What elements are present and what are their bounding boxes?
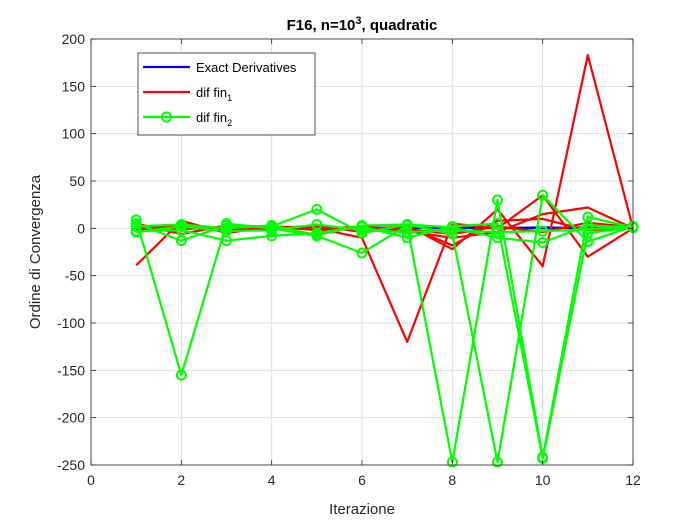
y-tick-label: 0	[77, 220, 85, 236]
x-tick-label: 8	[448, 472, 456, 488]
legend-label: Exact Derivatives	[196, 60, 297, 75]
data-point	[266, 230, 278, 242]
y-tick-label: 100	[62, 126, 86, 142]
title-superscript: 3	[355, 15, 361, 27]
legend-marker	[161, 111, 172, 123]
x-tick-label: 10	[535, 472, 551, 488]
data-point	[356, 224, 368, 236]
y-tick-label: 200	[62, 31, 86, 47]
title-main: F16, n=10	[287, 17, 356, 34]
data-point	[446, 224, 458, 236]
x-tick-label: 6	[358, 472, 366, 488]
series-line	[136, 223, 634, 244]
legend-label-text: Exact Derivatives	[196, 60, 297, 75]
series-layer	[130, 53, 639, 468]
data-point	[582, 223, 594, 235]
data-point	[492, 226, 503, 238]
data-point	[356, 247, 368, 259]
title-rest: , quadratic	[362, 17, 438, 34]
x-axis-label: Iterazione	[329, 501, 395, 518]
y-tick-label: -50	[65, 268, 85, 284]
data-point	[492, 194, 503, 206]
data-point	[311, 229, 323, 241]
x-tick-label: 4	[268, 472, 276, 488]
data-point	[175, 369, 187, 381]
legend-label-subscript: 1	[227, 93, 232, 103]
data-point	[537, 237, 549, 249]
data-point	[537, 225, 549, 237]
data-point	[266, 224, 278, 236]
series-line	[136, 223, 634, 234]
y-tick-label: -200	[57, 410, 85, 426]
y-tick-label: -250	[57, 457, 85, 473]
x-tick-label: 12	[625, 472, 641, 488]
y-tick-label: -150	[57, 362, 85, 378]
data-point	[401, 219, 413, 231]
legend-entry: dif fin1	[143, 85, 232, 103]
data-point	[311, 219, 323, 231]
data-point	[221, 225, 232, 237]
y-tick-label: 150	[62, 78, 86, 94]
legend-label-text: dif fin	[196, 110, 227, 125]
data-point	[446, 456, 458, 468]
x-tick-label: 2	[177, 472, 185, 488]
data-point	[401, 226, 413, 238]
series-fin2-4	[130, 219, 639, 238]
legend-label: dif fin1	[196, 85, 232, 103]
data-point	[492, 232, 503, 244]
y-tick-label: 50	[69, 173, 85, 189]
chart-title: F16, n=103, quadratic	[287, 15, 438, 34]
data-point	[311, 203, 323, 215]
legend-label-text: dif fin	[196, 85, 227, 100]
legend-entry: dif fin2	[143, 110, 232, 128]
y-tick-label: -100	[57, 315, 85, 331]
data-point	[537, 189, 549, 201]
legend-label: dif fin2	[196, 110, 232, 128]
x-tick-label: 0	[87, 472, 95, 488]
data-point	[175, 235, 187, 247]
data-point	[175, 220, 187, 232]
data-point	[130, 220, 142, 232]
data-point	[401, 232, 413, 244]
legend-label-subscript: 2	[227, 118, 232, 128]
y-axis-label: Ordine di Convergenza	[27, 174, 44, 329]
data-point	[130, 226, 142, 238]
data-point	[492, 456, 503, 468]
legend-entry: Exact Derivatives	[143, 60, 297, 75]
